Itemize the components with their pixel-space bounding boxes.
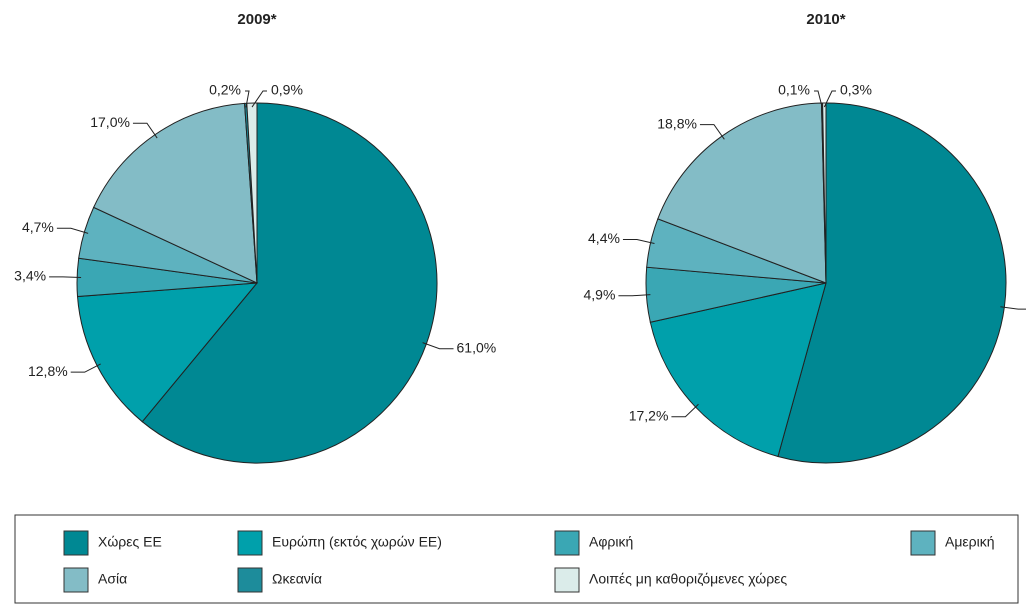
leader-line <box>49 276 82 278</box>
legend-swatch <box>237 530 263 556</box>
data-label: 0,1% <box>778 82 810 98</box>
data-label: 4,7% <box>22 219 54 235</box>
leader-line <box>814 90 823 108</box>
data-label: 61,0% <box>457 339 497 355</box>
data-label: 17,2% <box>629 407 669 423</box>
leader-line <box>245 90 250 108</box>
legend-label: Αφρική <box>589 534 633 550</box>
leader-line <box>699 124 725 140</box>
data-label: 0,2% <box>209 82 241 98</box>
leader-line <box>56 227 89 234</box>
data-label: 0,3% <box>840 82 872 98</box>
leader-line <box>671 403 699 418</box>
leader-line <box>70 363 101 373</box>
legend-swatch <box>554 530 580 556</box>
legend-swatch <box>237 567 263 593</box>
legend-swatch <box>554 567 580 593</box>
leader-line <box>823 90 836 108</box>
legend-box <box>14 514 1019 604</box>
legend-label: Ασία <box>98 571 127 587</box>
legend-label: Ωκεανία <box>272 571 322 587</box>
data-label: 3,4% <box>14 268 46 284</box>
leader-line <box>251 90 267 108</box>
legend-swatch <box>63 567 89 593</box>
data-label: 4,4% <box>588 230 620 246</box>
pie-slice <box>246 102 258 284</box>
chart-title: 2009* <box>237 11 276 28</box>
leader-line <box>132 122 158 139</box>
legend-label: Χώρες ΕΕ <box>98 534 162 550</box>
data-label: 12,8% <box>28 363 68 379</box>
leader-line <box>422 342 454 350</box>
leader-line <box>618 294 651 297</box>
data-label: 4,9% <box>584 286 616 302</box>
legend-label: Αμερική <box>945 534 995 550</box>
legend-swatch <box>63 530 89 556</box>
chart-title: 2010* <box>806 11 845 28</box>
leader-line <box>622 238 655 245</box>
legend-swatch <box>910 530 936 556</box>
data-label: 0,9% <box>271 82 303 98</box>
data-label: 17,0% <box>90 114 130 130</box>
legend-label: Λοιπές μη καθοριζόμενες χώρες <box>589 571 787 587</box>
leader-line <box>1000 306 1026 310</box>
data-label: 18,8% <box>657 115 697 131</box>
legend-label: Ευρώπη (εκτός χωρών ΕΕ) <box>272 534 442 550</box>
